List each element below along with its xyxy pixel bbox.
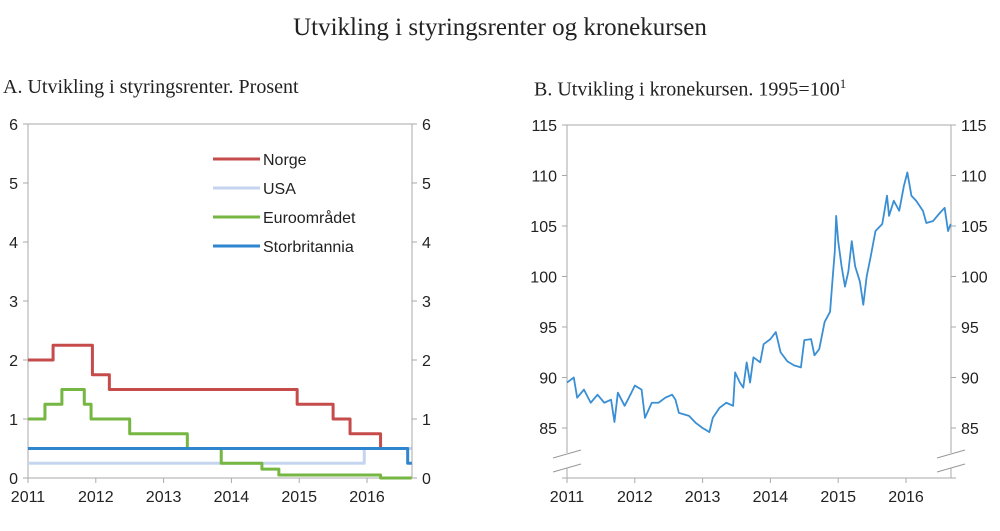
panel-a-title: A. Utvikling i styringsrenter. Prosent (3, 76, 299, 98)
panel-b-footnote-mark: 1 (839, 76, 847, 91)
y-tick-label-right: 6 (422, 117, 431, 134)
y-tick-label-right: 4 (422, 235, 431, 252)
legend-label: Euroområdet (263, 209, 356, 227)
series-line-norge (28, 343, 412, 450)
x-tick-label: 2013 (146, 489, 182, 506)
legend-label: Norge (263, 152, 307, 169)
y-tick-label-right: 110 (961, 169, 987, 186)
series-line-kronekurs (566, 171, 952, 433)
x-tick-label: 2011 (550, 489, 585, 506)
series-line-storbritannia (28, 447, 412, 465)
y-tick-label-right: 95 (961, 320, 979, 337)
y-tick-label: 1 (9, 412, 18, 429)
panel-a: 0 0 1 1 2 2 3 3 4 4 5 5 6 6 2011 2012 2013 2014 2015 2016 No… (9, 117, 431, 506)
x-tick-label: 2015 (281, 489, 317, 506)
x-tick-label: 2011 (11, 489, 46, 506)
panel-b: 85 85 90 90 95 95 100 100 105 105 110 110 115 115 2011… (530, 118, 988, 506)
y-tick-label: 105 (530, 219, 557, 236)
series-line-euroområdet (28, 388, 412, 480)
main-title: Utvikling i styringsrenter og kronekurse… (293, 14, 707, 41)
panel-b-title: B. Utvikling i kronekursen. 1995=1001 (534, 76, 846, 102)
y-tick-label: 3 (9, 294, 18, 311)
legend-label: USA (263, 181, 296, 198)
y-tick-label-right: 3 (422, 294, 431, 311)
x-tick-label: 2014 (753, 489, 789, 506)
x-tick-label: 2015 (820, 489, 856, 506)
y-tick-label: 90 (539, 371, 557, 388)
y-tick-label: 6 (9, 117, 18, 134)
y-tick-label-right: 0 (422, 471, 431, 488)
y-tick-label: 0 (9, 471, 18, 488)
y-tick-label: 2 (9, 353, 18, 370)
y-tick-label-right: 1 (422, 412, 431, 429)
y-tick-label-right: 90 (961, 371, 979, 388)
y-tick-label-right: 5 (422, 176, 431, 193)
y-tick-label-right: 115 (961, 118, 987, 135)
y-tick-label-right: 100 (961, 270, 988, 287)
x-tick-label: 2012 (78, 489, 114, 506)
axis-break-mark-left (552, 463, 582, 473)
y-tick-label: 5 (9, 176, 18, 193)
y-tick-label: 115 (531, 118, 557, 135)
y-tick-label: 85 (539, 421, 557, 438)
y-tick-label-right: 105 (961, 219, 988, 236)
x-tick-label: 2012 (617, 489, 653, 506)
x-tick-label: 2013 (685, 489, 721, 506)
y-tick-label: 110 (531, 169, 557, 186)
y-tick-label: 95 (539, 320, 557, 337)
x-tick-label: 2016 (349, 489, 385, 506)
axis-break-mark-right (936, 463, 966, 473)
y-tick-label: 4 (9, 235, 18, 252)
panel-b-title-text: B. Utvikling i kronekursen. 1995=100 (534, 78, 840, 101)
y-tick-label-right: 2 (422, 353, 431, 370)
y-tick-label-right: 85 (961, 421, 979, 438)
y-tick-label: 100 (530, 270, 557, 287)
axis-break-mark-right (936, 449, 966, 459)
legend-label: Storbritannia (263, 239, 354, 256)
x-tick-label: 2016 (888, 489, 924, 506)
x-tick-label: 2014 (214, 489, 250, 506)
axis-break-mark-left (552, 449, 582, 459)
